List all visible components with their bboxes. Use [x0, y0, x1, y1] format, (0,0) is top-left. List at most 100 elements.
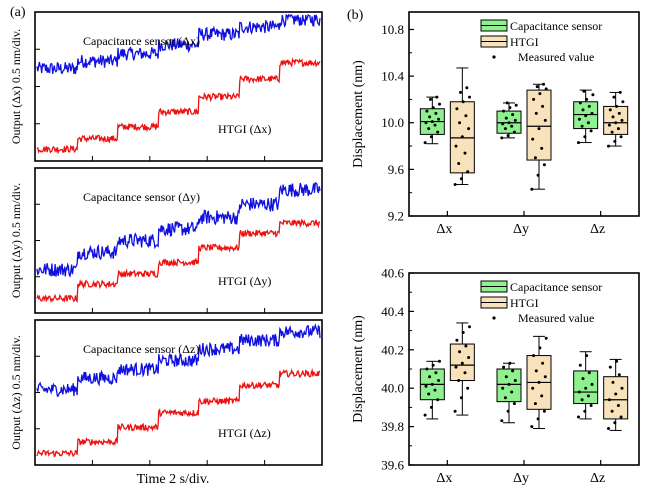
series-line-capacitance-sensor-x: [36, 13, 321, 75]
measured-point: [620, 118, 624, 122]
annotation-htgi-label: HTGI (Δx): [218, 122, 271, 136]
y-tick-label: 10.0: [381, 115, 404, 130]
measured-point: [615, 359, 619, 363]
legend-label-capacitance: Capacitance sensor: [510, 19, 602, 33]
measured-point: [610, 130, 614, 134]
measured-point: [453, 183, 457, 186]
measured-point: [580, 124, 584, 128]
measured-point: [535, 85, 539, 89]
measured-point: [461, 100, 465, 104]
measured-point: [532, 354, 536, 358]
measured-point: [503, 127, 507, 131]
annotation-capacitance-label: Capacitance sensor (Δy): [83, 190, 200, 204]
measured-point: [436, 398, 440, 402]
measured-point: [581, 377, 585, 381]
measured-point: [423, 141, 427, 145]
measured-point: [586, 394, 590, 398]
measured-point: [608, 365, 612, 369]
measured-point: [500, 419, 504, 423]
measured-point: [503, 396, 507, 400]
measured-point: [506, 134, 510, 138]
measured-point: [455, 338, 459, 342]
box-htgi-2: [603, 105, 629, 135]
measured-point: [466, 170, 470, 174]
measured-point: [429, 405, 433, 409]
y-axis-label: Output (Δx) 0.5 nm/div.: [9, 29, 23, 144]
measured-point: [504, 116, 508, 120]
measured-point: [577, 390, 581, 394]
panel-b-label: (b): [347, 8, 364, 23]
measured-point: [454, 144, 458, 148]
measured-point: [617, 373, 621, 377]
measured-point: [455, 107, 459, 111]
measured-point: [616, 127, 620, 131]
measured-point: [437, 379, 441, 382]
measured-point: [513, 379, 517, 382]
y-tick-label: 40.6: [381, 266, 404, 281]
measured-point: [585, 97, 589, 101]
measured-point: [507, 121, 511, 125]
measured-point: [427, 127, 431, 131]
measured-point: [512, 402, 516, 406]
measured-point: [424, 384, 428, 388]
measured-point: [425, 367, 429, 371]
legend-label-capacitance: Capacitance sensor: [510, 280, 602, 294]
measured-point: [543, 375, 547, 379]
measured-point: [530, 425, 534, 429]
x-tick-label-0: Δx: [436, 471, 452, 486]
series-line-htgi-x: [36, 57, 321, 155]
measured-point: [501, 386, 505, 390]
measured-point: [502, 365, 506, 369]
y-tick-label: 9.2: [388, 209, 404, 224]
x-tick-label-0: Δx: [436, 222, 452, 237]
measured-point: [534, 369, 538, 373]
measured-point: [531, 137, 535, 141]
measured-point: [591, 93, 595, 97]
measured-point: [430, 382, 434, 386]
y-tick-label: 10.4: [381, 69, 404, 84]
measured-point: [607, 123, 611, 127]
y-tick-label: 39.8: [381, 419, 404, 434]
measured-point: [582, 89, 586, 93]
measured-point: [540, 394, 544, 398]
measured-point: [511, 113, 515, 117]
y-tick-label: 10.8: [381, 22, 404, 37]
measured-point: [435, 95, 439, 99]
y-tick-label: 9.6: [388, 162, 405, 177]
measured-point: [607, 427, 610, 430]
measured-point: [458, 350, 462, 354]
measured-point: [512, 130, 516, 134]
series-line-htgi-z: [36, 368, 321, 458]
series-line-capacitance-sensor-z: [36, 322, 321, 397]
measured-point: [541, 104, 545, 108]
measured-point: [544, 336, 548, 340]
y-axis-label: Output (Δz) 0.5 nm/div.: [9, 335, 23, 450]
legend-label-htgi: HTGI: [510, 35, 539, 49]
measured-point: [589, 129, 593, 133]
measured-point: [508, 106, 512, 110]
measured-point: [577, 415, 580, 419]
measured-point: [613, 421, 617, 425]
measured-point: [438, 102, 441, 106]
measured-point: [458, 121, 462, 125]
measured-point: [530, 187, 534, 191]
measured-point: [581, 108, 585, 112]
box-htgi-2: [603, 376, 629, 420]
legend-marker-measured: [492, 316, 496, 320]
measured-point: [607, 144, 610, 148]
x-tick-label-1: Δy: [513, 222, 529, 237]
measured-point: [619, 135, 623, 139]
measured-point: [463, 371, 467, 375]
measured-point: [621, 100, 625, 104]
measured-point: [538, 92, 542, 96]
measured-point: [617, 111, 621, 115]
measured-point: [502, 109, 506, 113]
measured-point: [507, 382, 511, 386]
measured-point: [425, 109, 429, 113]
measured-point: [428, 375, 432, 379]
annotation-htgi-label: HTGI (Δy): [218, 274, 271, 288]
measured-point: [459, 90, 462, 94]
measured-point: [464, 344, 468, 348]
y-tick-label: 39.6: [381, 458, 404, 473]
measured-point: [542, 82, 545, 86]
